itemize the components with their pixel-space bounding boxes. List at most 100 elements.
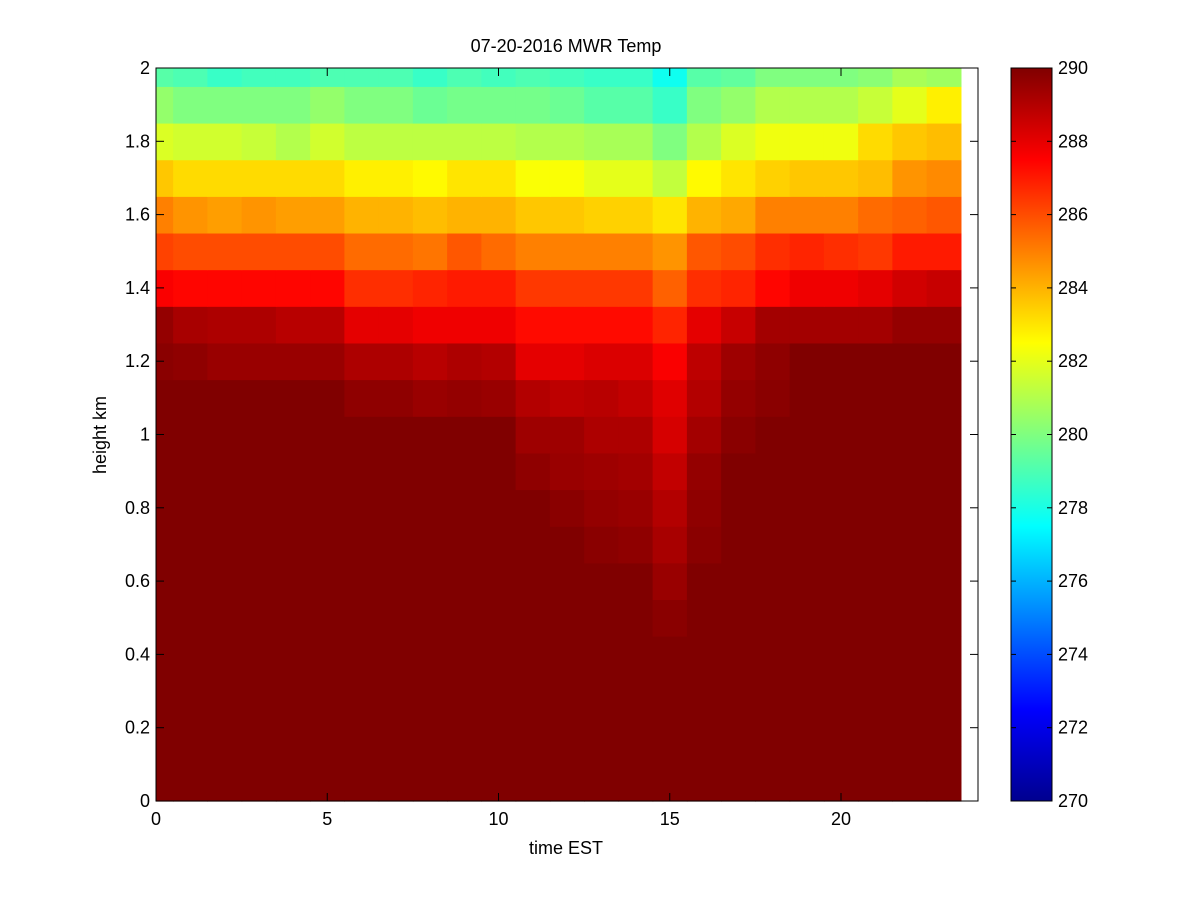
heatmap-cell	[344, 306, 380, 344]
heatmap-cell	[156, 379, 174, 417]
heatmap-cell	[584, 709, 619, 747]
heatmap-cell	[344, 86, 380, 124]
heatmap-cell	[344, 122, 380, 161]
heatmap-cell	[481, 159, 517, 197]
heatmap-cell	[447, 86, 482, 124]
heatmap-cell	[156, 269, 174, 307]
heatmap-cell	[926, 68, 962, 87]
heatmap-cell	[412, 379, 448, 417]
heatmap-cell	[378, 306, 414, 344]
heatmap-cell	[789, 306, 825, 344]
heatmap-cell	[892, 599, 928, 637]
heatmap-cell	[515, 672, 551, 710]
heatmap-cell	[823, 452, 859, 491]
heatmap-cell	[926, 746, 962, 784]
x-axis-ticks: 0 5 10 15 20	[151, 68, 851, 829]
heatmap-cell	[549, 122, 585, 161]
heatmap-cell	[823, 672, 859, 710]
heatmap-cell	[344, 68, 380, 87]
heatmap-cell	[156, 306, 174, 344]
colorbar-tick-label: 286	[1058, 205, 1088, 225]
heatmap-cell	[686, 562, 722, 601]
heatmap-cell	[721, 232, 756, 271]
heatmap-cell	[412, 159, 448, 197]
heatmap-cell	[755, 526, 791, 564]
y-tick-label: 1	[140, 425, 150, 445]
heatmap-cell	[207, 599, 243, 637]
heatmap-cell	[515, 342, 551, 381]
heatmap-cell	[378, 159, 414, 197]
heatmap-cell	[481, 599, 517, 637]
heatmap-cell	[823, 416, 859, 454]
heatmap-cell	[549, 159, 585, 197]
heatmap-cell	[447, 379, 482, 417]
heatmap-cell	[447, 489, 482, 527]
heatmap-cell	[173, 68, 208, 87]
heatmap-cell	[412, 672, 448, 710]
heatmap-cell	[858, 526, 893, 564]
heatmap-cell	[241, 562, 277, 601]
heatmap-cell	[515, 306, 551, 344]
heatmap-cell	[344, 746, 380, 784]
heatmap-cell	[173, 159, 208, 197]
heatmap-cell	[515, 68, 551, 87]
heatmap-cell	[549, 526, 585, 564]
heatmap-cell	[858, 68, 893, 87]
heatmap-cell	[823, 709, 859, 747]
heatmap-cell	[926, 782, 962, 802]
heatmap-cell	[412, 636, 448, 674]
heatmap-cell	[652, 599, 688, 637]
heatmap-cell	[789, 672, 825, 710]
heatmap-cell	[926, 636, 962, 674]
heatmap-cell	[344, 709, 380, 747]
heatmap-cell	[789, 232, 825, 271]
heatmap-cell	[549, 489, 585, 527]
heatmap-cell	[789, 562, 825, 601]
heatmap-cell	[481, 782, 517, 802]
heatmap-cell	[755, 562, 791, 601]
heatmap-cell	[652, 232, 688, 271]
heatmap-cell	[173, 122, 208, 161]
heatmap-cell	[241, 86, 277, 124]
heatmap-cell	[344, 562, 380, 601]
heatmap-cell	[618, 86, 654, 124]
heatmap-cell	[686, 86, 722, 124]
heatmap-cell	[892, 196, 928, 234]
heatmap-cell	[618, 489, 654, 527]
heatmap-cell	[652, 416, 688, 454]
y-tick-label: 0.4	[125, 644, 150, 664]
heatmap-cell	[549, 672, 585, 710]
heatmap-cell	[344, 416, 380, 454]
heatmap-cell	[549, 342, 585, 381]
heatmap-cell	[755, 269, 791, 307]
heatmap-cell	[241, 526, 277, 564]
heatmap-cell	[549, 86, 585, 124]
heatmap-cell	[344, 599, 380, 637]
heatmap-cell	[686, 342, 722, 381]
heatmap-cell	[173, 232, 208, 271]
heatmap-cell	[926, 159, 962, 197]
heatmap-cell	[926, 269, 962, 307]
heatmap-cell	[823, 196, 859, 234]
heatmap-cell	[275, 159, 311, 197]
heatmap-cell	[686, 269, 722, 307]
x-tick-label: 5	[322, 809, 332, 829]
heatmap-cell	[584, 68, 619, 87]
heatmap-cell	[207, 489, 243, 527]
heatmap-cell	[275, 782, 311, 802]
heatmap-cell	[858, 379, 893, 417]
heatmap-cell	[823, 489, 859, 527]
heatmap-cell	[789, 599, 825, 637]
heatmap-cell	[412, 746, 448, 784]
heatmap-cell	[721, 269, 756, 307]
heatmap-cell	[310, 342, 345, 381]
heatmap-cell	[412, 86, 448, 124]
heatmap-cell	[549, 746, 585, 784]
heatmap-cell	[207, 526, 243, 564]
heatmap-cell	[275, 526, 311, 564]
heatmap-cell	[926, 196, 962, 234]
heatmap-cell	[378, 269, 414, 307]
heatmap-cell	[549, 232, 585, 271]
heatmap-cell	[686, 306, 722, 344]
colorbar-tick-label: 282	[1058, 351, 1088, 371]
